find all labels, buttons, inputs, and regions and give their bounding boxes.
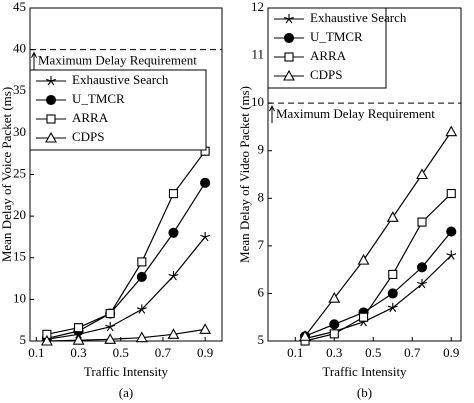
marker xyxy=(105,321,116,332)
marker xyxy=(417,217,427,227)
marker xyxy=(387,288,398,299)
marker xyxy=(200,231,211,242)
y-tick-label: 7 xyxy=(258,237,265,252)
series-line xyxy=(304,231,452,337)
marker xyxy=(417,278,427,289)
marker xyxy=(137,257,147,267)
x-tick-label: 0.3 xyxy=(70,345,86,360)
x-tick-label: 0.3 xyxy=(326,345,342,360)
marker xyxy=(416,262,428,273)
y-tick-label: 12 xyxy=(251,0,264,14)
marker xyxy=(167,328,180,339)
series-line xyxy=(46,236,206,340)
y-tick-label: 5 xyxy=(258,332,265,347)
marker xyxy=(199,323,212,334)
y-tick-label: 25 xyxy=(13,165,26,180)
annotation-text: Maximum Delay Requirement xyxy=(276,106,435,121)
marker xyxy=(45,131,57,143)
series-line xyxy=(46,150,206,335)
marker xyxy=(136,271,147,282)
legend-label: ARRA xyxy=(72,110,109,125)
y-tick-label: 35 xyxy=(13,82,26,97)
x-tick-label: 0.5 xyxy=(113,345,129,360)
marker xyxy=(416,168,428,180)
series-line xyxy=(46,328,206,342)
marker xyxy=(168,189,179,199)
legend-label: CDPS xyxy=(310,67,343,82)
marker xyxy=(104,333,117,344)
marker xyxy=(46,114,56,124)
marker xyxy=(168,271,179,281)
marker xyxy=(284,52,294,62)
x-tick-label: 0.1 xyxy=(28,345,44,360)
x-tick-label: 0.9 xyxy=(443,345,459,360)
x-tick-label: 0.9 xyxy=(197,345,213,360)
legend-box xyxy=(29,69,207,151)
x-tick-label: 0.1 xyxy=(287,345,303,360)
marker xyxy=(135,331,148,343)
y-tick-label: 5 xyxy=(20,332,27,347)
marker xyxy=(284,14,294,24)
x-tick-label: 0.7 xyxy=(404,345,421,360)
x-axis-label: Traffic Intensity xyxy=(84,364,169,379)
legend-label: Exhaustive Search xyxy=(72,72,169,87)
y-tick-label: 9 xyxy=(258,142,265,157)
marker xyxy=(105,308,115,319)
legend-label: U_TMCR xyxy=(72,91,125,106)
caption: (b) xyxy=(357,385,372,400)
y-tick-label: 8 xyxy=(258,189,265,204)
y-tick-label: 10 xyxy=(251,94,264,109)
y-axis-label: Mean Delay of Video Packet (ms) xyxy=(237,86,252,263)
legend-label: Exhaustive Search xyxy=(310,10,407,25)
marker xyxy=(446,250,457,260)
y-tick-label: 15 xyxy=(13,249,26,264)
x-tick-label: 0.7 xyxy=(155,345,172,360)
marker xyxy=(136,304,147,314)
marker xyxy=(45,94,57,106)
annotation-text: Maximum Delay Requirement xyxy=(38,53,197,68)
legend-label: U_TMCR xyxy=(310,29,363,44)
marker xyxy=(168,227,179,238)
annotation-arrow xyxy=(31,51,37,70)
marker xyxy=(329,319,340,330)
y-tick-label: 40 xyxy=(13,41,26,56)
series-line xyxy=(304,131,452,337)
marker xyxy=(446,226,457,237)
marker xyxy=(387,302,398,313)
y-tick-label: 45 xyxy=(13,0,26,14)
marker xyxy=(73,323,84,333)
legend-label: CDPS xyxy=(72,129,105,144)
marker xyxy=(283,32,295,44)
marker xyxy=(446,188,456,199)
x-tick-label: 0.5 xyxy=(365,345,381,360)
x-axis-label: Traffic Intensity xyxy=(322,364,407,379)
series-line xyxy=(304,254,452,340)
annotation-arrow xyxy=(269,105,275,124)
series-line xyxy=(46,182,206,340)
legend-label: ARRA xyxy=(310,48,347,63)
y-tick-label: 20 xyxy=(13,207,26,222)
caption: (a) xyxy=(119,385,133,400)
marker xyxy=(46,76,56,86)
marker xyxy=(299,330,311,341)
marker xyxy=(357,253,370,265)
marker xyxy=(40,334,53,346)
y-axis-label: Mean Delay of Voice Packet (ms) xyxy=(0,87,14,262)
y-tick-label: 10 xyxy=(13,290,26,305)
y-tick-label: 30 xyxy=(13,124,26,139)
series-line xyxy=(304,193,452,342)
marker xyxy=(445,125,458,137)
marker xyxy=(386,211,399,222)
marker xyxy=(72,334,85,345)
marker xyxy=(329,329,339,339)
y-tick-label: 11 xyxy=(251,47,264,62)
marker xyxy=(283,69,295,81)
marker xyxy=(358,312,369,322)
marker xyxy=(200,177,211,188)
marker xyxy=(388,269,398,279)
y-tick-label: 6 xyxy=(258,284,265,299)
marker xyxy=(328,292,341,303)
